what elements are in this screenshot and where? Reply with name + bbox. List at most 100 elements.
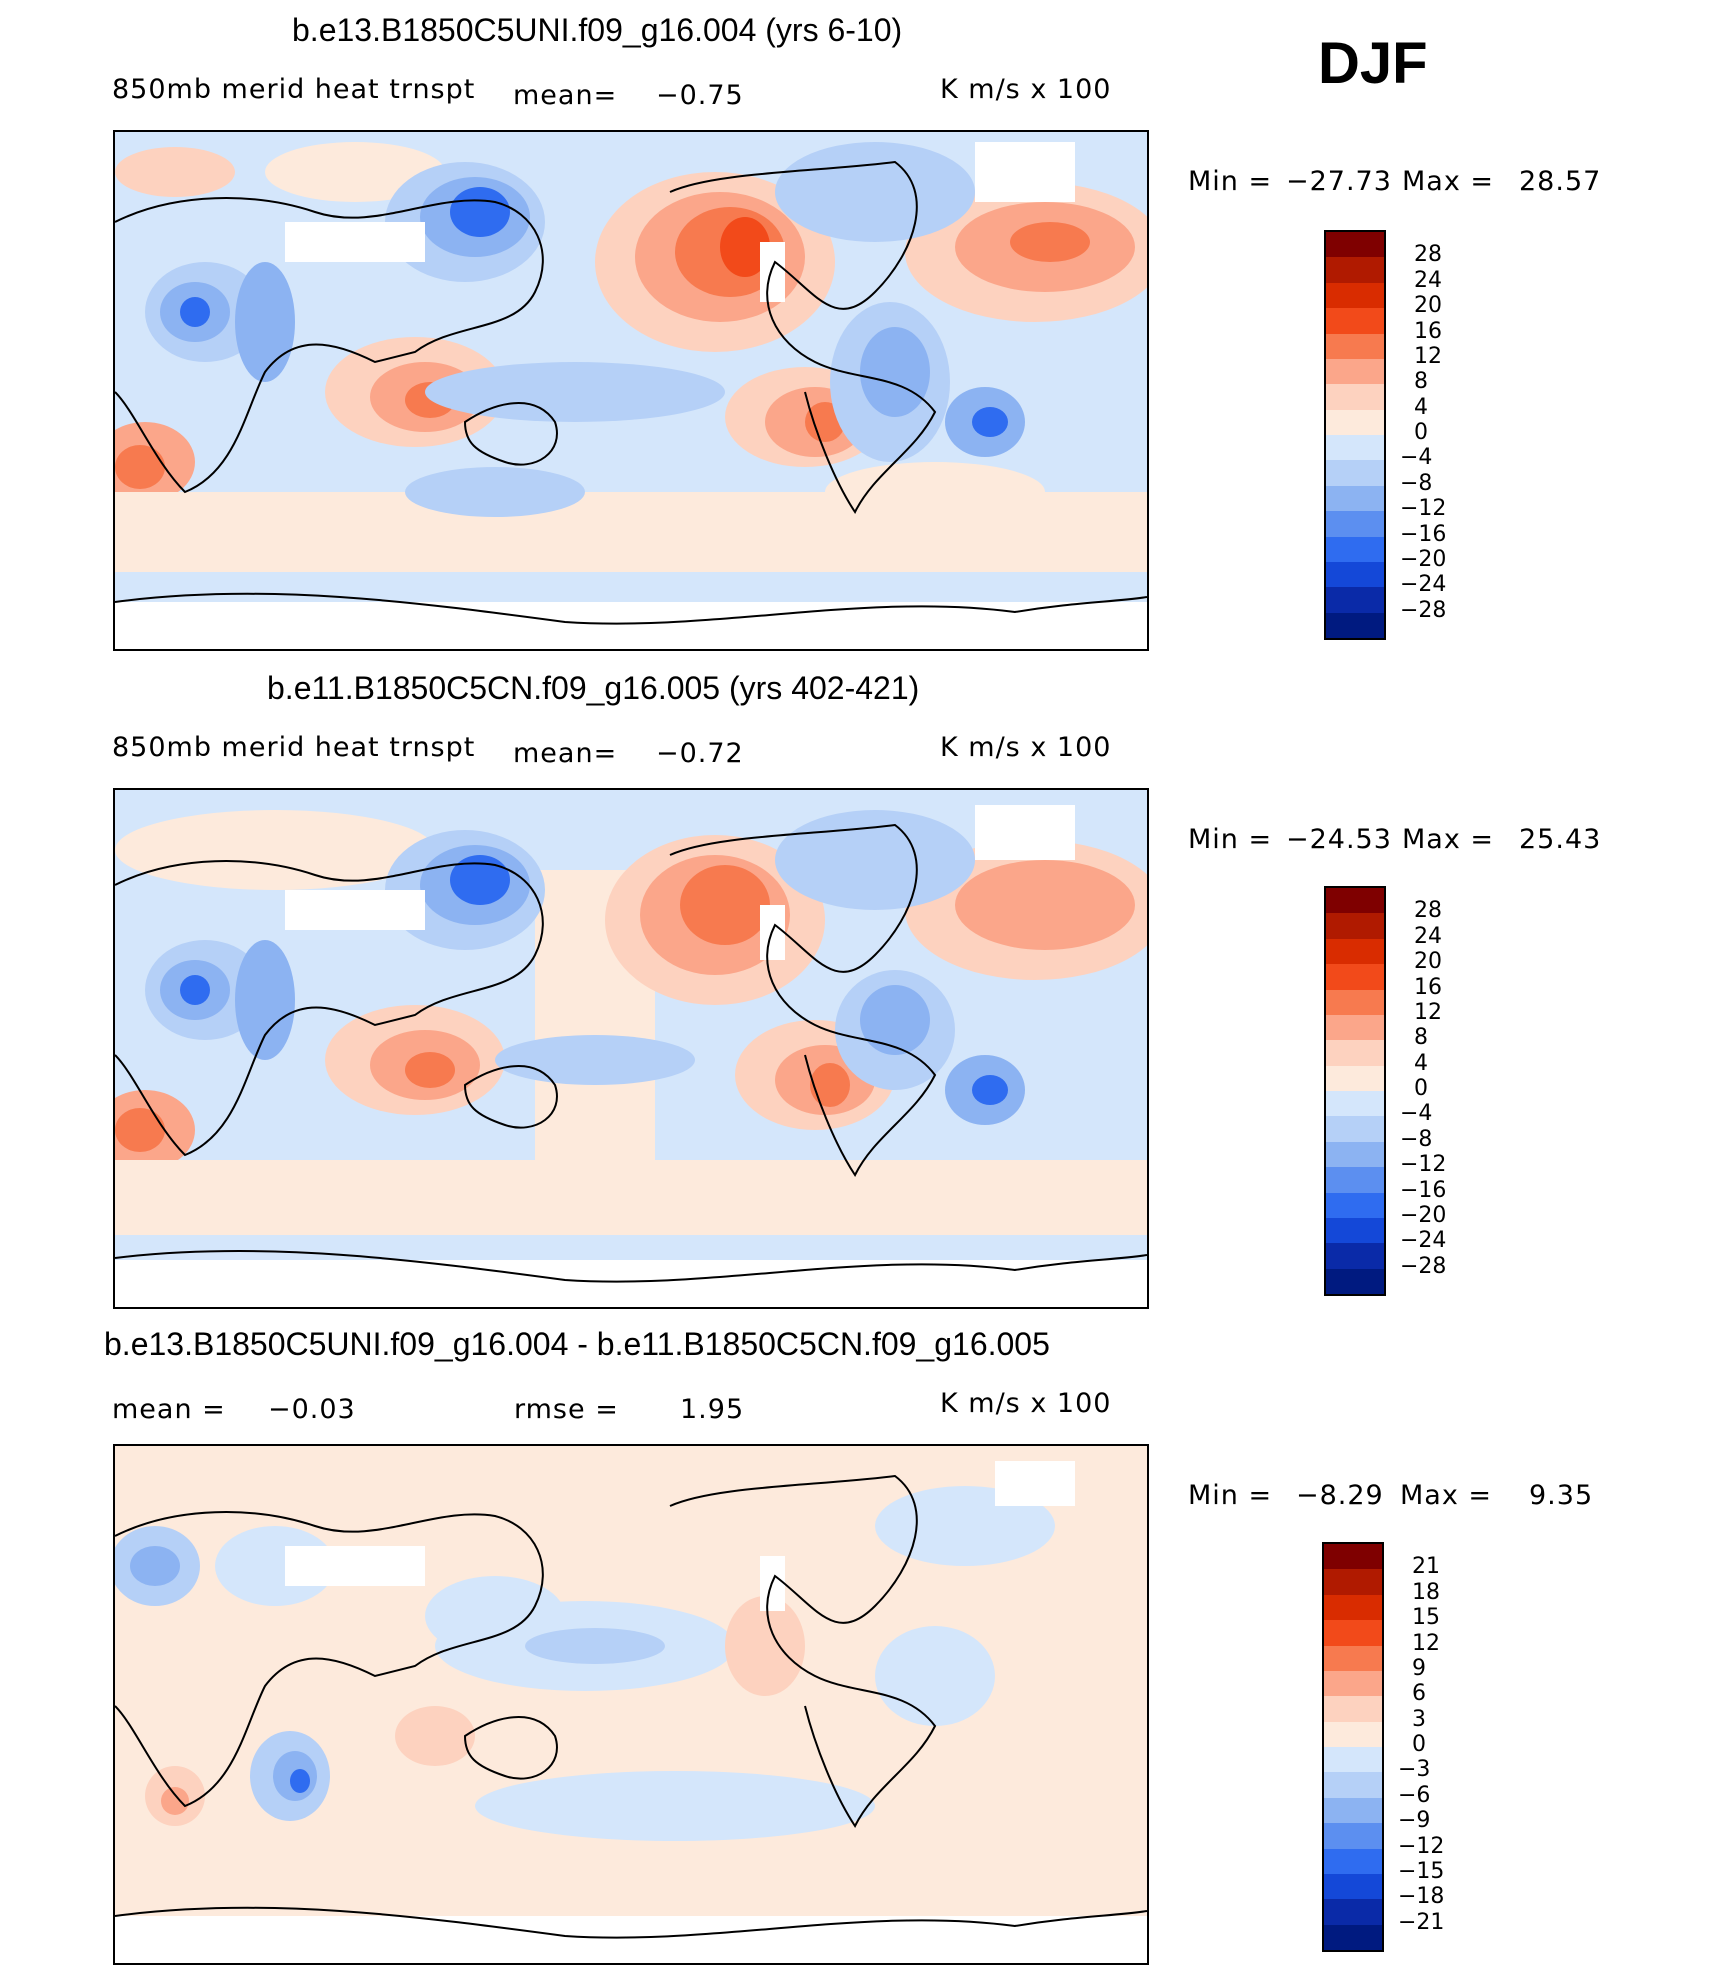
colorbar-tick-label: 8 <box>1414 1025 1428 1051</box>
colorbar-swatch <box>1324 1924 1382 1950</box>
colorbar-tick-label: 3 <box>1412 1706 1426 1732</box>
panel3-title: b.e13.B1850C5UNI.f09_g16.004 - b.e11.B18… <box>104 1326 1050 1362</box>
colorbar-swatch <box>1326 913 1384 940</box>
colorbar-swatch <box>1326 435 1384 462</box>
colorbar-tick-label: −20 <box>1400 1202 1447 1228</box>
colorbar-tick-label: −12 <box>1398 1833 1445 1859</box>
colorbar-swatch <box>1326 358 1384 386</box>
colorbar-tick-label: −21 <box>1398 1909 1445 1935</box>
panel3-rmse-label: rmse = <box>514 1394 619 1425</box>
colorbar-swatch <box>1324 1873 1382 1901</box>
colorbar-tick-label: 15 <box>1412 1605 1440 1631</box>
colorbar-swatch <box>1326 1243 1384 1270</box>
colorbar-swatch <box>1324 1823 1382 1850</box>
colorbar-swatch <box>1324 1772 1382 1799</box>
panel2-min-label: Min = <box>1188 824 1273 855</box>
colorbar-tick-label: −18 <box>1398 1884 1445 1910</box>
panel1-mean-value: −0.75 <box>656 80 744 111</box>
panel1-mean-label: mean= <box>513 80 618 111</box>
panel2-max-label: Max = <box>1402 824 1495 855</box>
colorbar-swatch <box>1326 964 1384 991</box>
colorbar-tick-label: 6 <box>1412 1681 1426 1707</box>
colorbar-tick-label: 24 <box>1414 923 1442 949</box>
colorbar-tick-label: 12 <box>1412 1630 1440 1656</box>
colorbar-tick-label: 0 <box>1414 420 1428 445</box>
panel2-colorbar <box>1324 886 1386 1296</box>
colorbar-swatch <box>1326 1167 1384 1194</box>
colorbar-tick-label: −20 <box>1400 546 1447 572</box>
panel3-field <box>115 1446 1147 1963</box>
panel1-min-label: Min = <box>1188 166 1273 197</box>
panel1-min-value: −27.73 <box>1286 166 1392 197</box>
colorbar-tick-label: 16 <box>1414 318 1442 344</box>
colorbar-tick-label: −28 <box>1400 1253 1447 1279</box>
panel3-min-value: −8.29 <box>1296 1480 1384 1511</box>
colorbar-swatch <box>1324 1696 1382 1723</box>
colorbar-swatch <box>1326 308 1384 335</box>
colorbar-tick-label: −15 <box>1398 1858 1445 1884</box>
colorbar-tick-label: 21 <box>1412 1554 1440 1580</box>
colorbar-swatch <box>1324 1594 1382 1622</box>
colorbar-swatch <box>1326 536 1384 563</box>
panel2-mean-label: mean= <box>513 738 618 769</box>
panel1-title: b.e13.B1850C5UNI.f09_g16.004 (yrs 6-10) <box>292 12 903 48</box>
panel3-max-value: 9.35 <box>1529 1480 1594 1511</box>
colorbar-swatch <box>1326 1116 1384 1143</box>
panel3-map <box>113 1444 1149 1965</box>
colorbar-tick-label: −28 <box>1400 597 1447 623</box>
colorbar-tick-label: −24 <box>1400 1228 1447 1254</box>
colorbar-tick-label: −8 <box>1400 470 1433 496</box>
panel1-colorbar <box>1324 230 1386 640</box>
colorbar-swatch <box>1324 1645 1382 1672</box>
panel3-mean-label: mean = <box>112 1394 226 1425</box>
colorbar-tick-label: −12 <box>1400 496 1447 522</box>
colorbar-swatch <box>1324 1848 1382 1875</box>
panel3-max-label: Max = <box>1400 1480 1493 1511</box>
colorbar-swatch <box>1326 460 1384 487</box>
colorbar-swatch <box>1326 384 1384 411</box>
panel2-title: b.e11.B1850C5CN.f09_g16.005 (yrs 402-421… <box>267 670 920 706</box>
colorbar-swatch <box>1326 511 1384 538</box>
colorbar-tick-label: 8 <box>1414 369 1428 395</box>
colorbar-swatch <box>1326 1065 1384 1092</box>
colorbar-tick-label: 9 <box>1412 1655 1426 1681</box>
colorbar-swatch <box>1326 1217 1384 1245</box>
colorbar-swatch <box>1326 561 1384 589</box>
colorbar-swatch <box>1326 612 1384 638</box>
colorbar-swatch <box>1326 1091 1384 1118</box>
colorbar-swatch <box>1326 1040 1384 1067</box>
colorbar-swatch <box>1326 888 1384 915</box>
colorbar-swatch <box>1326 1268 1384 1294</box>
panel3-units: K m/s x 100 <box>940 1388 1112 1419</box>
colorbar-swatch <box>1326 1141 1384 1169</box>
colorbar-tick-label: −24 <box>1400 572 1447 598</box>
panel1-units: K m/s x 100 <box>940 74 1112 105</box>
colorbar-swatch <box>1326 587 1384 614</box>
colorbar-swatch <box>1324 1670 1382 1698</box>
colorbar-tick-label: 4 <box>1414 394 1428 420</box>
colorbar-swatch <box>1324 1544 1382 1571</box>
colorbar-tick-label: 12 <box>1414 343 1442 369</box>
colorbar-swatch <box>1324 1721 1382 1748</box>
colorbar-swatch <box>1324 1899 1382 1926</box>
colorbar-tick-label: 4 <box>1414 1050 1428 1076</box>
colorbar-swatch <box>1326 333 1384 360</box>
colorbar-swatch <box>1326 989 1384 1016</box>
season-label: DJF <box>1318 31 1428 96</box>
colorbar-tick-label: −8 <box>1400 1126 1433 1152</box>
colorbar-swatch <box>1324 1797 1382 1825</box>
panel3-colorbar <box>1322 1542 1384 1952</box>
colorbar-tick-label: 28 <box>1414 242 1442 268</box>
panel3-mean-value: −0.03 <box>268 1394 356 1425</box>
colorbar-tick-label: 12 <box>1414 999 1442 1025</box>
colorbar-swatch <box>1324 1620 1382 1647</box>
panel1-variable: 850mb merid heat trnspt <box>112 74 476 105</box>
colorbar-tick-label: −9 <box>1398 1808 1431 1834</box>
colorbar-tick-label: −12 <box>1400 1152 1447 1178</box>
panel2-units: K m/s x 100 <box>940 732 1112 763</box>
colorbar-swatch <box>1324 1569 1382 1596</box>
colorbar-tick-label: 18 <box>1412 1579 1440 1605</box>
colorbar-tick-label: 16 <box>1414 974 1442 1000</box>
colorbar-tick-label: −4 <box>1400 1101 1433 1127</box>
colorbar-swatch <box>1324 1747 1382 1774</box>
